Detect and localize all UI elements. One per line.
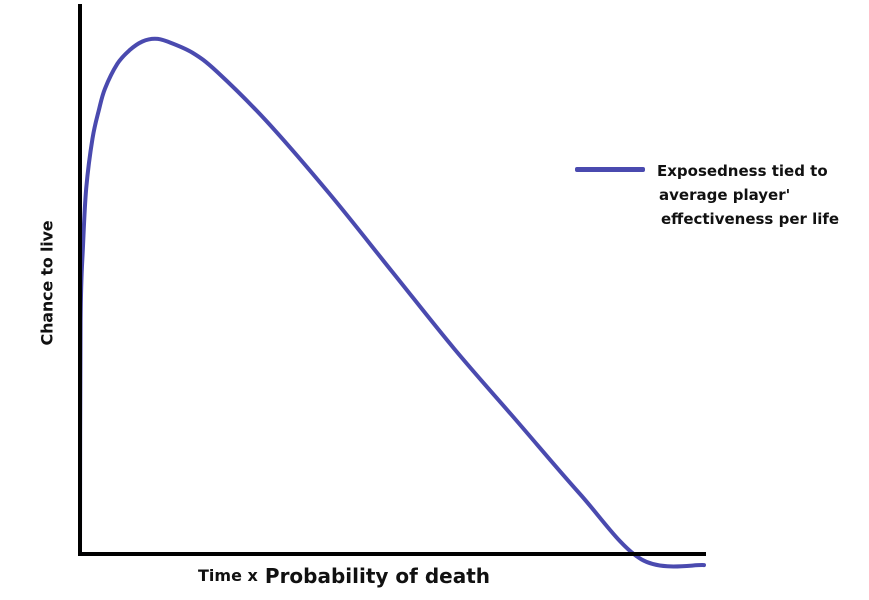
- legend-label-line-2: average player': [659, 186, 791, 204]
- y-axis-label: Chance to live: [37, 220, 57, 346]
- legend-swatch: [575, 167, 645, 172]
- x-axis-label-prefix: Time x: [198, 566, 258, 585]
- legend-label-line-3: effectiveness per life: [661, 210, 840, 228]
- series-line: [78, 36, 706, 569]
- x-axis-label: Time x Probability of death: [198, 564, 490, 588]
- legend-label-line-1: Exposedness tied to: [657, 162, 828, 180]
- x-axis-label-main: Probability of death: [264, 564, 491, 588]
- legend-label: Exposedness tied to average player' effe…: [657, 159, 839, 231]
